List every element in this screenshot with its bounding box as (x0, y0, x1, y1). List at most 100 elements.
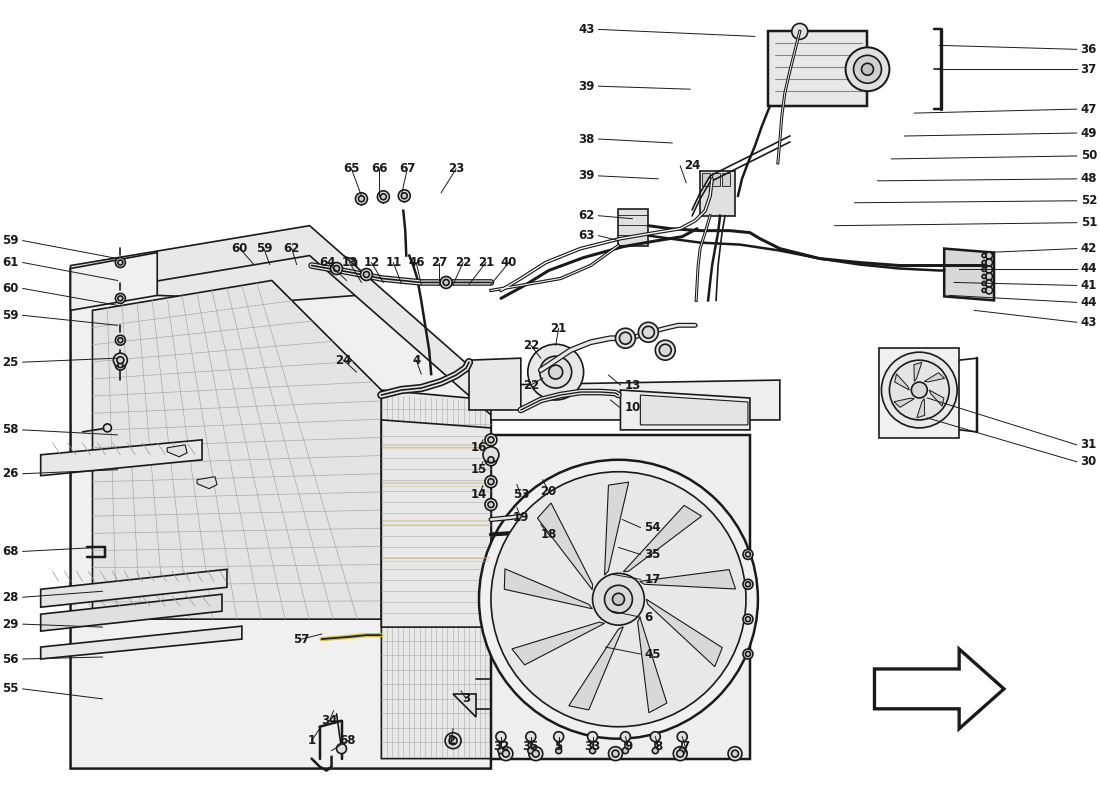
Circle shape (116, 258, 125, 267)
Circle shape (605, 586, 632, 613)
Circle shape (792, 23, 807, 39)
Text: 16: 16 (471, 442, 487, 454)
Text: 43: 43 (579, 23, 594, 36)
Text: 68: 68 (2, 545, 19, 558)
Circle shape (540, 356, 572, 388)
Text: 22: 22 (522, 338, 539, 352)
Circle shape (746, 651, 750, 657)
Text: 4: 4 (412, 354, 420, 366)
Circle shape (103, 424, 111, 432)
Circle shape (491, 472, 746, 726)
Text: 19: 19 (513, 511, 529, 524)
Text: 53: 53 (513, 488, 529, 501)
Text: 25: 25 (2, 356, 19, 369)
Text: 14: 14 (471, 488, 487, 501)
Circle shape (528, 344, 584, 400)
Text: www.passionfor
simone.it: www.passionfor simone.it (242, 423, 521, 576)
Text: 3: 3 (462, 692, 470, 706)
Text: 29: 29 (2, 618, 19, 630)
Text: 57: 57 (294, 633, 310, 646)
Polygon shape (41, 570, 227, 607)
Circle shape (485, 434, 497, 446)
Polygon shape (620, 390, 750, 430)
Circle shape (742, 579, 752, 590)
Circle shape (499, 746, 513, 761)
Polygon shape (640, 395, 748, 425)
Text: 60: 60 (2, 282, 19, 295)
Circle shape (746, 552, 750, 557)
Polygon shape (70, 253, 157, 310)
Text: 65: 65 (343, 162, 360, 175)
Polygon shape (605, 482, 629, 575)
Polygon shape (880, 348, 959, 438)
Polygon shape (41, 440, 202, 476)
Text: 9: 9 (625, 740, 632, 753)
Circle shape (359, 196, 364, 202)
Circle shape (890, 360, 949, 420)
Circle shape (986, 273, 992, 280)
Polygon shape (504, 569, 592, 609)
Text: 13: 13 (341, 256, 358, 269)
Text: 41: 41 (1080, 279, 1097, 292)
Circle shape (642, 326, 654, 338)
Circle shape (488, 457, 494, 462)
Circle shape (485, 476, 497, 488)
Polygon shape (70, 226, 491, 415)
Text: 18: 18 (540, 528, 557, 541)
Circle shape (982, 282, 986, 286)
Circle shape (549, 365, 563, 379)
Text: 56: 56 (2, 653, 19, 666)
Circle shape (377, 191, 389, 202)
Circle shape (986, 280, 992, 287)
Text: 22: 22 (522, 378, 539, 391)
Text: 11: 11 (385, 256, 402, 269)
Circle shape (982, 267, 986, 271)
Circle shape (116, 360, 125, 370)
Text: 59: 59 (2, 234, 19, 247)
Text: 67: 67 (399, 162, 416, 175)
Circle shape (488, 478, 494, 485)
Circle shape (532, 750, 539, 757)
Circle shape (587, 732, 597, 742)
Polygon shape (916, 398, 925, 418)
Circle shape (746, 582, 750, 586)
Text: 13: 13 (625, 378, 640, 391)
Text: 35: 35 (645, 548, 661, 561)
Text: 62: 62 (579, 210, 594, 222)
Polygon shape (382, 420, 491, 627)
Circle shape (623, 748, 628, 754)
Text: 15: 15 (471, 463, 487, 476)
Circle shape (118, 362, 123, 368)
Text: 66: 66 (371, 162, 387, 175)
Polygon shape (768, 31, 868, 106)
Polygon shape (647, 599, 723, 666)
Circle shape (652, 748, 658, 754)
Polygon shape (41, 626, 242, 659)
Polygon shape (722, 173, 730, 186)
Circle shape (381, 194, 386, 200)
Circle shape (361, 269, 373, 281)
Circle shape (881, 352, 957, 428)
Circle shape (986, 266, 992, 273)
Polygon shape (700, 171, 735, 216)
Text: 17: 17 (645, 573, 661, 586)
Polygon shape (618, 209, 648, 246)
Circle shape (118, 296, 123, 301)
Circle shape (982, 254, 986, 258)
Text: 44: 44 (1080, 262, 1097, 275)
Circle shape (503, 750, 509, 757)
Text: 48: 48 (1080, 172, 1097, 186)
Text: 50: 50 (1080, 150, 1097, 162)
Text: 30: 30 (1080, 455, 1097, 468)
Circle shape (488, 437, 494, 443)
Circle shape (337, 744, 346, 754)
Circle shape (854, 55, 881, 83)
Circle shape (113, 353, 128, 367)
Circle shape (488, 502, 494, 507)
Circle shape (440, 277, 452, 289)
Polygon shape (930, 390, 944, 406)
Polygon shape (70, 229, 491, 769)
Circle shape (498, 748, 504, 754)
Circle shape (620, 732, 630, 742)
Polygon shape (491, 435, 750, 758)
